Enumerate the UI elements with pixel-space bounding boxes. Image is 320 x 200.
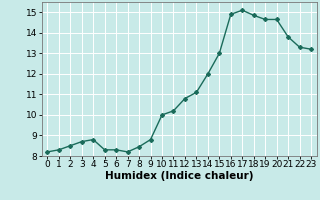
X-axis label: Humidex (Indice chaleur): Humidex (Indice chaleur) (105, 171, 253, 181)
